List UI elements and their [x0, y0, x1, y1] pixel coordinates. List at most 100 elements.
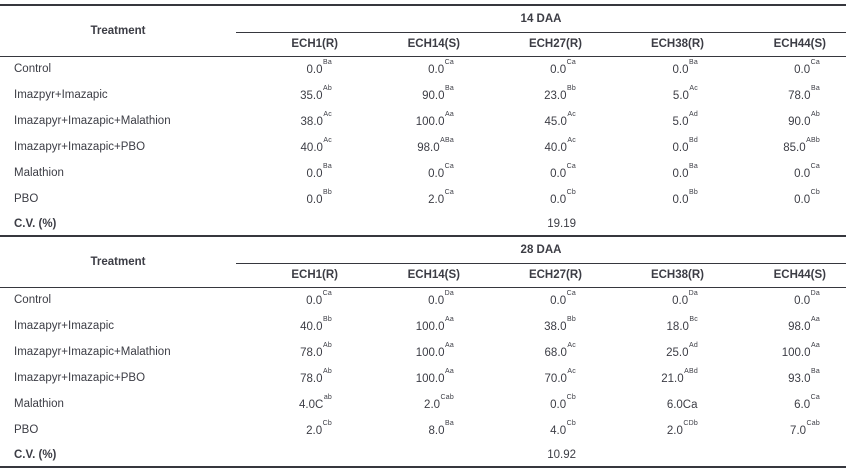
- significance-letters: Bb: [689, 188, 698, 196]
- control-value: 0.0: [794, 193, 811, 206]
- treatment-label: Malathion: [14, 167, 64, 179]
- significance-letters: Ca: [566, 162, 576, 170]
- control-value: 38.0: [544, 320, 567, 333]
- significance-letters: ABb: [806, 136, 820, 144]
- significance-letters: Ca: [810, 58, 820, 66]
- significance-letters: Aa: [445, 341, 454, 349]
- significance-letters: ab: [323, 393, 332, 401]
- significance-letters: Bd: [689, 136, 698, 144]
- control-value: 0.0: [550, 398, 567, 411]
- control-value: 0.0: [306, 294, 323, 307]
- treatment-label: Imazapyr+Imazapic+PBO: [14, 372, 146, 384]
- empty-cell: [358, 212, 480, 235]
- value-cell: 0.0Ca: [358, 56, 480, 82]
- cv-label: C.V. (%): [14, 217, 57, 230]
- column-header-ech1r: ECH1(R): [236, 32, 358, 57]
- significance-letters: Aa: [445, 367, 454, 375]
- significance-letters: Ab: [323, 84, 332, 92]
- control-value: 78.0: [300, 372, 323, 385]
- column-header-ech27r: ECH27(R): [480, 263, 602, 288]
- significance-letters: Ba: [445, 419, 454, 427]
- value-cell: 0.0Ba: [236, 160, 358, 186]
- value-cell: 18.0Bc: [602, 313, 724, 339]
- significance-letters: Cb: [810, 188, 820, 196]
- significance-letters: Bb: [567, 84, 576, 92]
- significance-letters: Ca: [810, 393, 820, 401]
- significance-letters: Ba: [811, 84, 820, 92]
- value-cell: 78.0Ba: [724, 82, 846, 108]
- significance-letters: Aa: [445, 315, 454, 323]
- control-value: 23.0: [544, 89, 567, 102]
- cv-row: C.V. (%) 19.19: [0, 212, 846, 235]
- value-cell: 23.0Bb: [480, 82, 602, 108]
- value-cell: 0.0Da: [358, 287, 480, 313]
- treatment-label: Imazapyr+Imazapic+Malathion: [14, 115, 171, 127]
- control-value: 78.0: [300, 346, 323, 359]
- control-value: 40.0: [300, 141, 323, 154]
- value-cell: 100.0Aa: [358, 313, 480, 339]
- control-value: 6.0: [794, 398, 811, 411]
- control-value: 2.0: [306, 424, 323, 437]
- control-value: 0.0: [550, 294, 567, 307]
- value-cell: 5.0Ad: [602, 108, 724, 134]
- significance-letters: ABd: [684, 367, 698, 375]
- results-table-28-daa: Treatment 28 DAA ECH1(R) ECH14(S) ECH27(R) EC…: [0, 235, 846, 466]
- treatment-label: Control: [14, 63, 52, 76]
- significance-letters: Da: [688, 289, 698, 297]
- value-cell: 98.0Aa: [724, 313, 846, 339]
- control-value: 98.0: [417, 141, 440, 154]
- significance-letters: Ca: [444, 58, 454, 66]
- empty-cell: [724, 443, 846, 466]
- period-header-row: Treatment 14 DAA: [0, 5, 846, 57]
- period-header-28-daa: 28 DAA: [236, 236, 846, 264]
- significance-letters: Cab: [806, 419, 820, 427]
- biotype-header-row: ECH1(R) ECH14(S) ECH27(R) ECH38(R) ECH44(S): [0, 32, 846, 57]
- value-cell: 90.0Ba: [358, 82, 480, 108]
- significance-letters: Ba: [445, 84, 454, 92]
- empty-cell: [236, 212, 358, 235]
- significance-letters: Ac: [567, 341, 576, 349]
- value-cell: 40.0Bb: [236, 313, 358, 339]
- column-header-ech14s: ECH14(S): [358, 263, 480, 288]
- column-header-ech38r: ECH38(R): [602, 32, 724, 57]
- value-cell: 0.0Ca: [236, 287, 358, 313]
- control-value: 100.0: [415, 372, 445, 385]
- value-cell: 6.0Ca: [724, 391, 846, 417]
- control-value: 2.0: [666, 424, 683, 437]
- value-cell: 8.0Ba: [358, 417, 480, 443]
- table-row: Imazapyr+Imazapic+Malathion 38.0Ac 100.0Aa…: [0, 108, 846, 134]
- control-value: 0.0: [428, 294, 445, 307]
- value-cell: 0.0Da: [602, 287, 724, 313]
- treatment-label: Imazpyr+Imazapic: [14, 89, 108, 101]
- treatment-label: Imazapyr+Imazapic+Malathion: [14, 346, 171, 358]
- value-cell: 40.0Ac: [480, 134, 602, 160]
- control-value: 4.0: [550, 424, 567, 437]
- value-cell: 4.0Cab: [236, 391, 358, 417]
- significance-letters: Ac: [567, 110, 576, 118]
- control-value: 0.0: [794, 63, 811, 76]
- control-value: 4.0C: [299, 398, 324, 411]
- value-cell: 0.0Ba: [602, 56, 724, 82]
- table-row: Imazapyr+Imazapic+PBO 78.0Ab 100.0Aa 70.0Ac…: [0, 365, 846, 391]
- significance-letters: Ca: [810, 162, 820, 170]
- control-value: 0.0: [306, 193, 323, 206]
- control-value: 0.0: [428, 167, 445, 180]
- table-row: Imazapyr+Imazapic+Malathion 78.0Ab 100.0Aa…: [0, 339, 846, 365]
- control-value: 0.0: [672, 167, 689, 180]
- significance-letters: Ac: [323, 110, 332, 118]
- significance-letters: ABa: [440, 136, 454, 144]
- control-value: 90.0: [422, 89, 445, 102]
- value-cell: 2.0Cb: [236, 417, 358, 443]
- control-value: 38.0: [300, 115, 323, 128]
- value-cell: 25.0Ad: [602, 339, 724, 365]
- control-value: 5.0: [672, 89, 689, 102]
- column-header-ech1r: ECH1(R): [236, 263, 358, 288]
- control-value: 40.0: [544, 141, 567, 154]
- significance-letters: Da: [444, 289, 454, 297]
- value-cell: 0.0Bd: [602, 134, 724, 160]
- table-row: Imazapyr+Imazapic+PBO 40.0Ac 98.0ABa 40.0Ac…: [0, 134, 846, 160]
- value-cell: 0.0Ca: [724, 160, 846, 186]
- empty-cell: [602, 443, 724, 466]
- treatment-column-header: Treatment: [0, 236, 236, 288]
- value-cell: 68.0Ac: [480, 339, 602, 365]
